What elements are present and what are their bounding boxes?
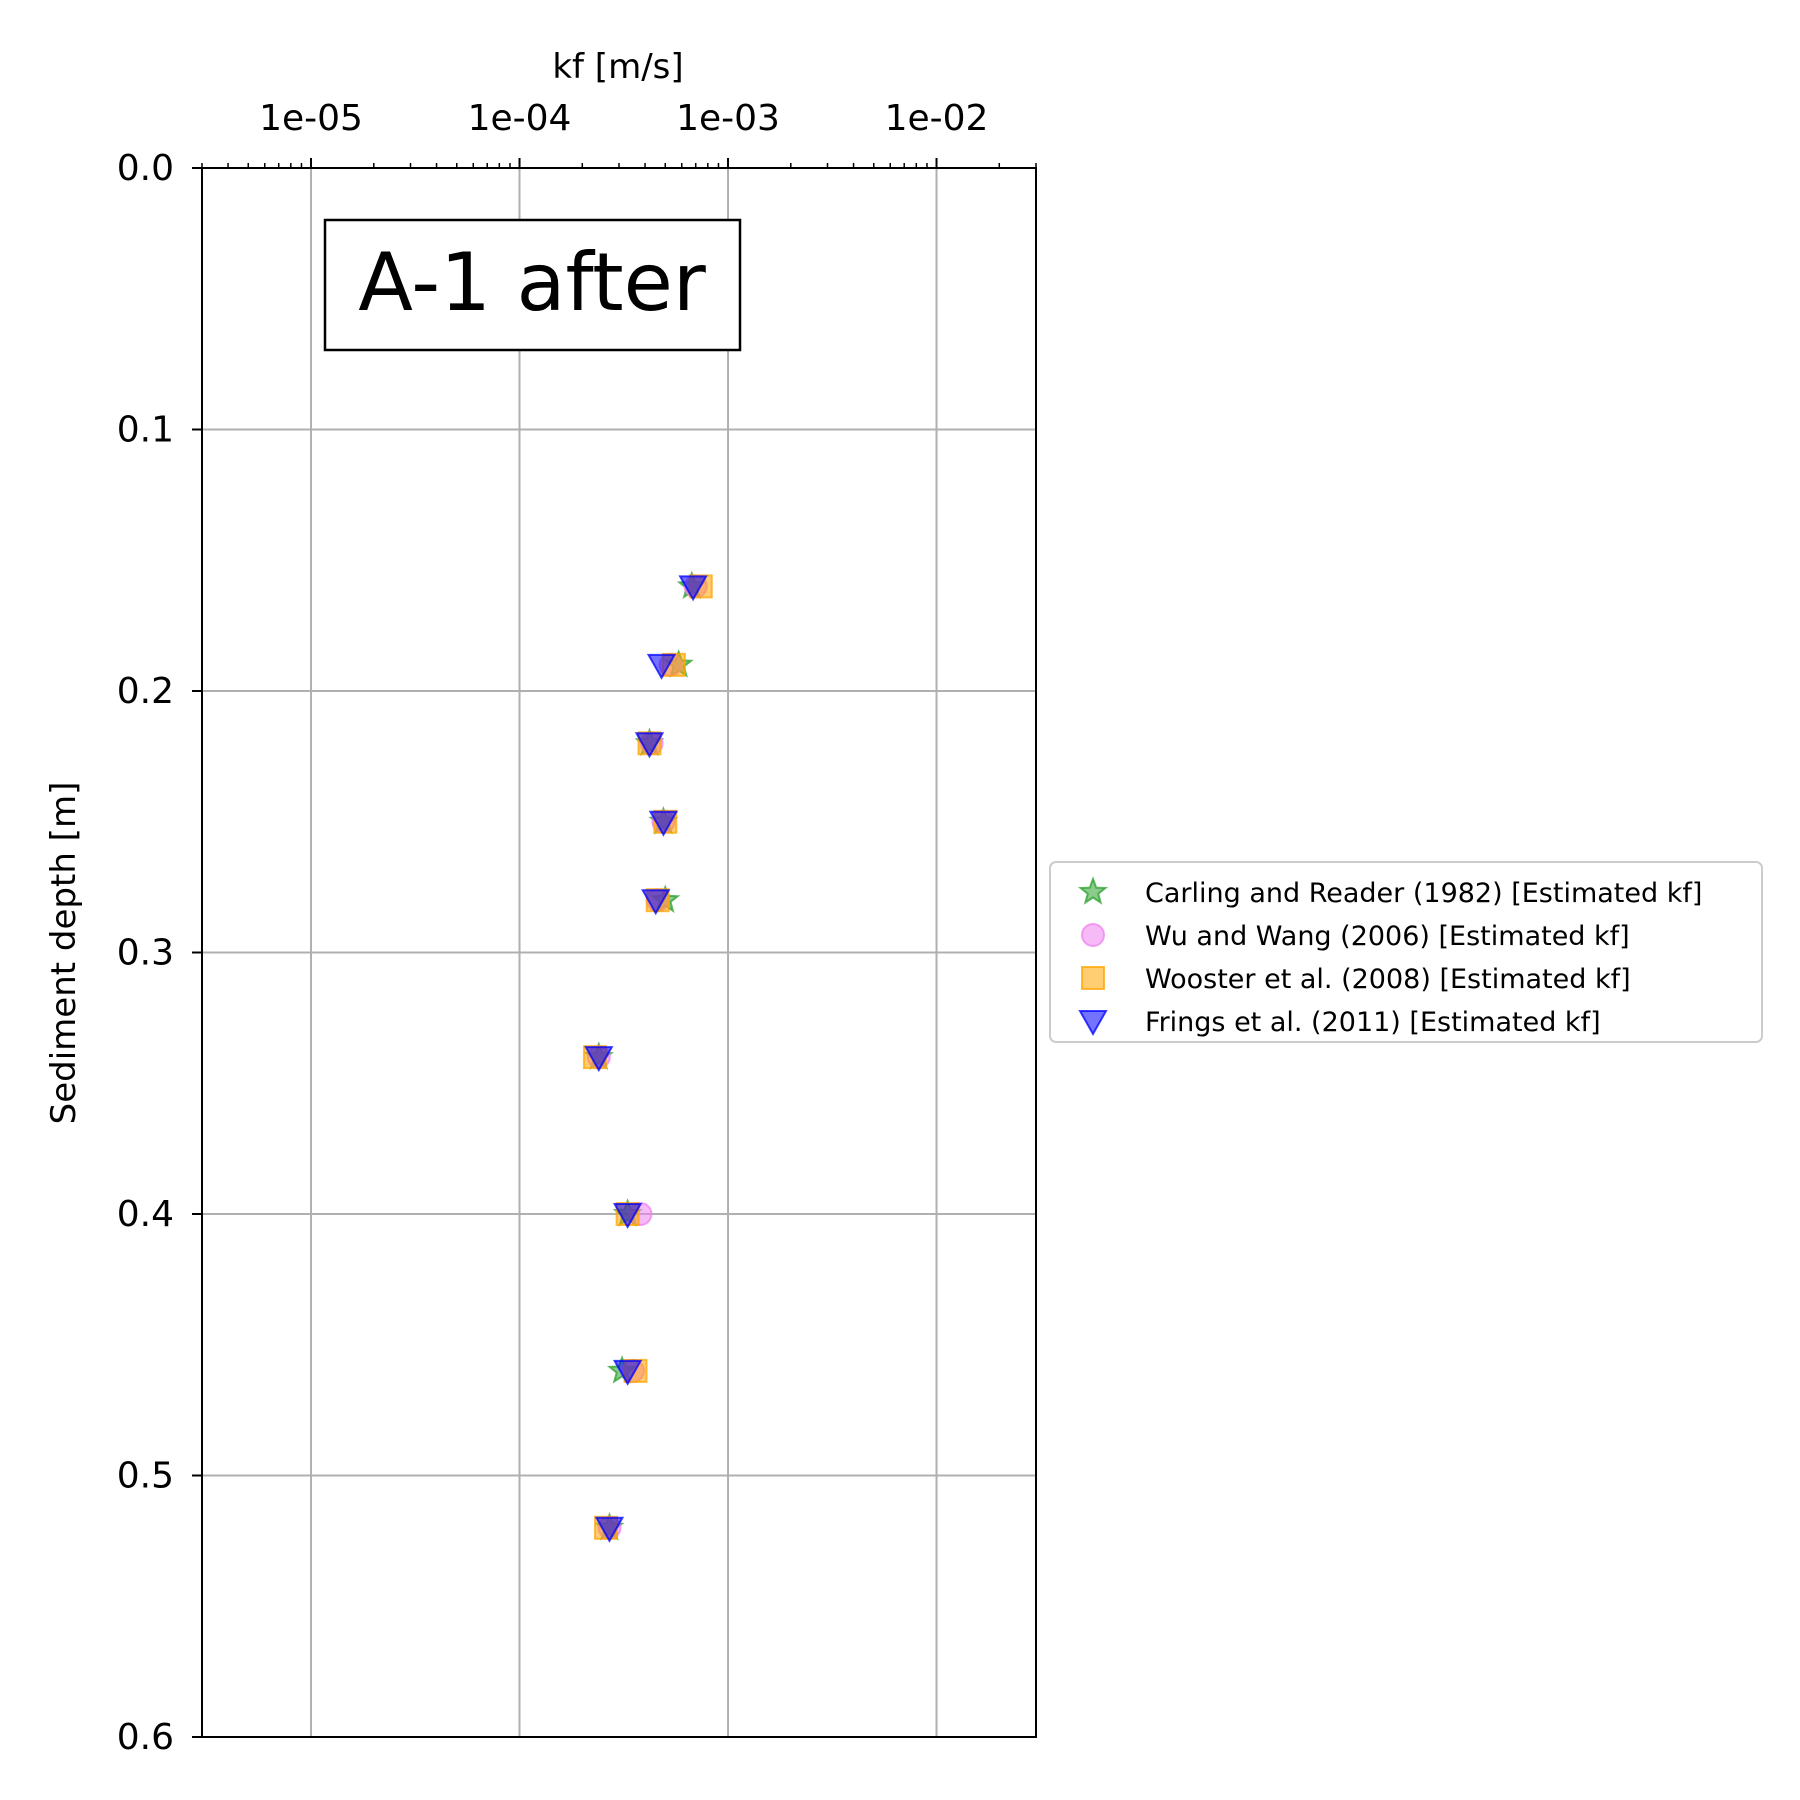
y-tick-label: 0.0 (117, 148, 174, 189)
legend-entry-label: Wu and Wang (2006) [Estimated kf] (1145, 921, 1630, 952)
legend: Carling and Reader (1982) [Estimated kf]… (1049, 861, 1763, 1043)
triangle-down-data-point (612, 1203, 643, 1230)
triangle-down-data-point (584, 1046, 614, 1073)
y-tick-label: 0.4 (117, 1194, 174, 1235)
plot-area-frame (201, 167, 1037, 1738)
annotation-box: A-1 after (323, 218, 742, 352)
axis-ticks: 1e-05 1e-04 1e-03 1e-02 0.0 0.1 0.2 0.3 0.4 0.5 0.… (117, 98, 1037, 1758)
x-tick-label: 1e-03 (676, 98, 780, 139)
series-triangle-down (584, 575, 708, 1543)
triangle-down-data-point (612, 1359, 643, 1386)
legend-entry-label: Frings et al. (2011) [Estimated kf] (1145, 1007, 1601, 1038)
data-points (582, 570, 713, 1543)
y-tick-label: 0.6 (117, 1717, 174, 1758)
x-tick-label: 1e-05 (259, 98, 363, 139)
triangle-down-data-point (646, 653, 677, 680)
annotation-frame (323, 218, 742, 352)
legend-star-marker (1077, 876, 1109, 905)
legend-items: Carling and Reader (1982) [Estimated kf]… (1077, 876, 1702, 1038)
triangle-down-data-point (594, 1516, 625, 1543)
triangle-down-data-point (634, 732, 665, 759)
y-tick-label: 0.3 (117, 933, 174, 974)
legend-entry-label: Carling and Reader (1982) [Estimated kf] (1145, 878, 1702, 909)
triangle-down-data-point (641, 889, 671, 916)
legend-square-marker (1081, 966, 1105, 990)
legend-triangle-down-marker (1078, 1010, 1108, 1037)
x-tick-label: 1e-04 (468, 98, 572, 139)
grid-lines (202, 167, 1036, 1738)
y-axis-label: Sediment depth [m] (44, 782, 84, 1125)
annotation-label: A-1 after (358, 236, 706, 329)
y-tick-label: 0.5 (117, 1456, 174, 1497)
legend-frame (1049, 861, 1763, 1043)
legend-entry-label: Wooster et al. (2008) [Estimated kf] (1145, 964, 1631, 995)
triangle-down-data-point (678, 575, 708, 602)
legend-circle-marker (1081, 923, 1105, 947)
y-tick-label: 0.2 (117, 671, 174, 712)
triangle-down-data-point (648, 810, 679, 837)
y-tick-label: 0.1 (117, 410, 174, 451)
x-tick-label: 1e-02 (885, 98, 989, 139)
x-axis-label: kf [m/s] (552, 47, 683, 87)
